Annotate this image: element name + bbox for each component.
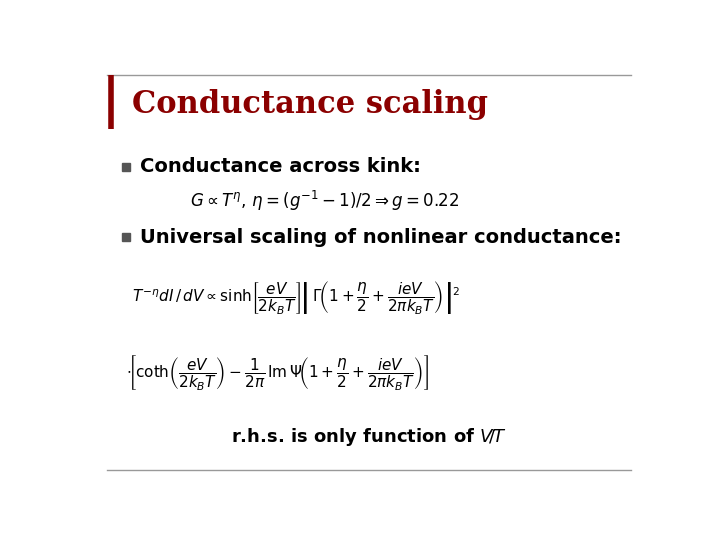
Text: $G \propto T^{\eta},\,\eta=(g^{-1}-1)/2\Rightarrow g=0.22$: $G \propto T^{\eta},\,\eta=(g^{-1}-1)/2\… [190,189,459,213]
Text: Universal scaling of nonlinear conductance:: Universal scaling of nonlinear conductan… [140,228,622,247]
Text: $T^{-\eta}dI\,/\,dV \propto \sinh\!\left[\dfrac{eV}{2k_BT}\right]\!\left|\,\Gamm: $T^{-\eta}dI\,/\,dV \propto \sinh\!\left… [132,279,460,316]
Text: Conductance across kink:: Conductance across kink: [140,157,421,176]
Text: r.h.s. is only function of $V\!/\!T$: r.h.s. is only function of $V\!/\!T$ [231,426,507,448]
Text: $\cdot\!\left[\coth\!\left(\dfrac{eV}{2k_BT}\right)-\dfrac{1}{2\pi}\,\mathrm{Im}: $\cdot\!\left[\coth\!\left(\dfrac{eV}{2k… [126,353,430,392]
Text: Conductance scaling: Conductance scaling [132,89,488,120]
